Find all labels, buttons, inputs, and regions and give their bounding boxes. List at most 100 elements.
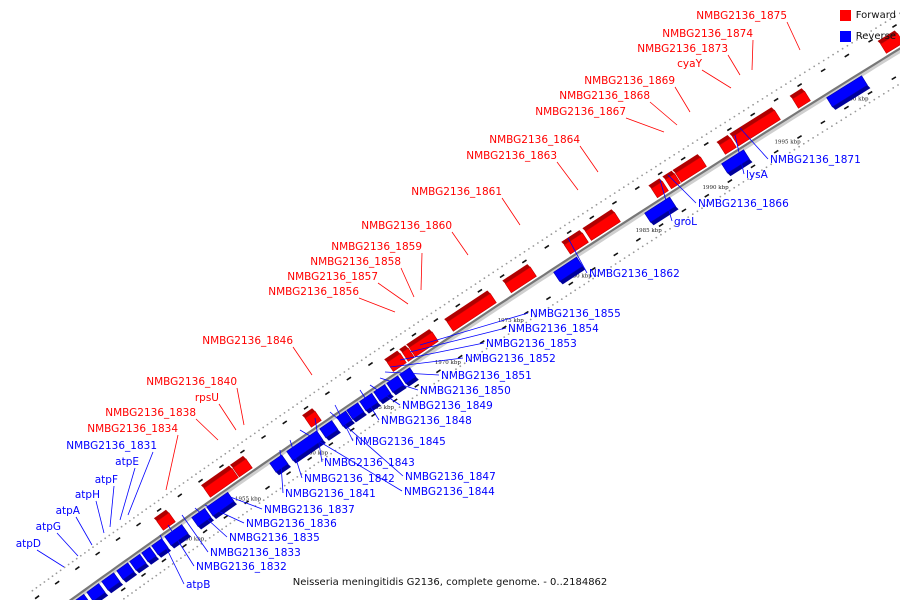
guide-dot [846,44,849,47]
guide-dot [574,289,577,292]
guide-dot [43,581,46,583]
guide-dot [216,458,218,461]
tick-dash [891,76,897,81]
guide-dot [321,458,324,461]
guide-dot [897,84,899,86]
forward-gene-box-side [406,329,433,348]
forward-gene-box-side [561,230,583,245]
tick-dash [367,361,374,367]
gene-label-group: NMBG2136_1875 NMBG2136_1874 NMBG2136_1873c… [16,10,861,591]
forward-gene-box-face [650,180,669,199]
guide-dot [120,525,123,528]
kbp-label: 1985 kbp [636,228,663,234]
reverse-gene-leader [384,371,440,376]
guide-dot [304,470,307,472]
guide-dot [483,277,486,280]
tick-dash [704,193,710,198]
guide-dot [860,36,863,38]
forward-gene-leader [165,434,179,491]
reverse-gene-box-face [206,491,235,517]
guide-dot [35,586,38,589]
guide-dot [600,201,602,203]
guide-dot [835,122,838,125]
guide-dot [550,233,553,236]
guide-dot [420,391,423,394]
guide-dot [378,347,380,350]
tick-dash [773,97,779,102]
guide-dot [756,172,759,175]
forward-gene-label: NMBG2136_1869 [584,75,675,87]
tick-dash [634,186,640,191]
guide-dot [275,417,277,420]
guide-dot [133,517,135,519]
reverse-gene-box-side [352,411,367,423]
guide-dot [207,464,210,467]
reverse-gene-box-face [399,367,417,385]
guide-dot [678,222,680,224]
guide-dot [360,359,363,362]
guide-dot [770,163,773,166]
guide-dot [578,286,581,289]
guide-dot [627,183,630,186]
kbp-label: 1980 kbp [566,273,593,279]
tick-dash [54,580,60,585]
guide-dot [485,347,488,350]
guide-dot [167,566,170,568]
guide-dot [112,531,115,534]
guide-dot [609,195,612,197]
reverse-gene-box-side [727,159,753,177]
forward-gene-box-face [584,211,621,241]
guide-dot [892,87,895,89]
guide-dot [507,333,510,335]
guide-dot [660,233,662,236]
guide-dot [728,189,731,192]
guide-dot [296,403,299,405]
guide-dot [628,254,631,257]
guide-dot [446,374,449,376]
guide-dot [878,95,880,98]
guide-dot [391,338,393,341]
reverse-gene-label: NMBG2136_1841 [285,488,376,500]
guide-dot [873,98,876,101]
guide-dot [715,127,717,130]
forward-gene-box-face [675,156,707,183]
guide-dot [733,115,736,118]
guide-dot [568,221,571,224]
guide-dot [270,420,273,423]
guide-dot [300,400,303,403]
reverse-gene-box-face [86,583,106,600]
forward-gene-box-side [502,264,531,284]
guide-dot [664,159,666,162]
guide-dot [96,543,98,546]
forward-gene-label: NMBG2136_1840 [146,376,237,388]
reverse-gene-box [269,454,291,476]
forward-gene-box-side [201,465,232,489]
guide-dot [646,242,649,245]
tick-dash [198,478,204,483]
guide-dot [63,566,66,569]
guide-dot [610,266,612,268]
guide-dot [229,522,232,525]
forward-gene-leader [377,282,409,305]
guide-dot [865,33,868,35]
guide-dot [339,374,341,376]
guide-dot [879,24,882,26]
tick-dash [820,120,826,125]
guide-dot [512,330,514,333]
forward-gene-box-side [648,178,663,189]
forward-gene-leader [400,267,415,298]
tick-dash [797,83,803,88]
forward-gene-leader [195,418,219,441]
guide-dot [887,90,890,92]
guide-dot [525,321,528,324]
guide-dot [424,388,427,391]
reverse-gene-label: atpA [56,505,81,517]
reverse-gene-box [141,546,160,565]
guide-dot [537,242,539,244]
guide-dot [233,519,236,522]
legend-reverse: Reverse [839,29,896,44]
reverse-gene-box [75,593,89,600]
forward-gene-label: NMBG2136_1856 [268,286,359,298]
forward-gene-box-side [789,88,805,99]
guide-dot [413,324,415,326]
